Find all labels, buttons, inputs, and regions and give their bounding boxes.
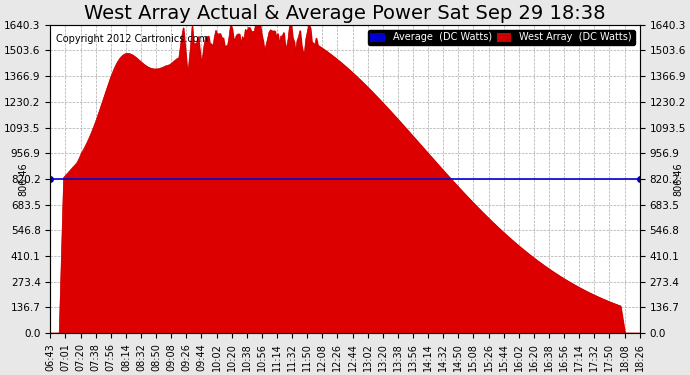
Title: West Array Actual & Average Power Sat Sep 29 18:38: West Array Actual & Average Power Sat Se… <box>84 4 606 23</box>
Text: 806.46: 806.46 <box>19 162 29 196</box>
Text: Copyright 2012 Cartronics.com: Copyright 2012 Cartronics.com <box>57 34 208 44</box>
Text: 806.46: 806.46 <box>673 162 683 196</box>
Legend: Average  (DC Watts), West Array  (DC Watts): Average (DC Watts), West Array (DC Watts… <box>368 30 635 45</box>
